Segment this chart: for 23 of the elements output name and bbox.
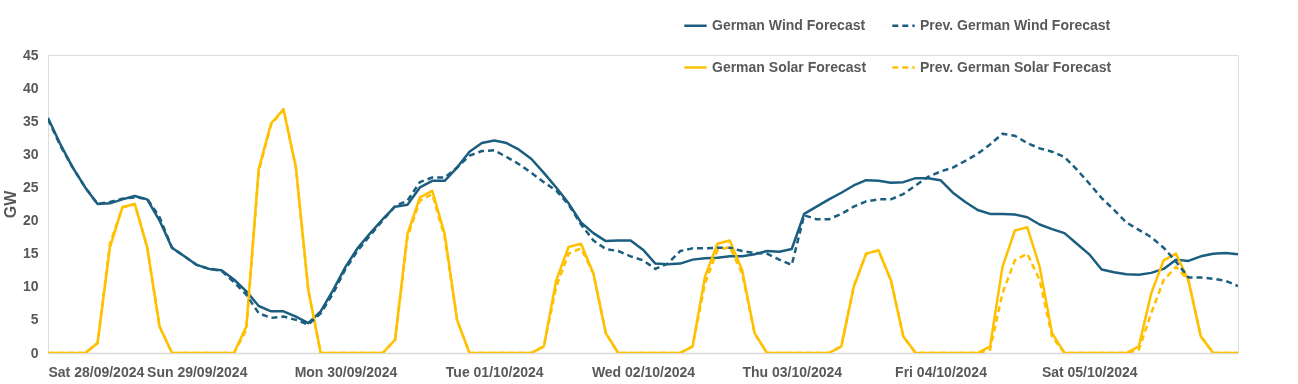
legend-label: Prev. German Wind Forecast [920,16,1111,33]
y-axis-title: GW [1,189,19,219]
x-tick-label: Sat 05/10/2024 [1041,363,1138,380]
x-tick-label: Fri 04/10/2024 [895,363,988,380]
legend-label: Prev. German Solar Forecast [920,58,1112,75]
y-tick-label: 10 [22,278,39,295]
x-tick-label: Sat 28/09/2024 [48,363,145,380]
y-tick-label: 20 [22,212,39,229]
y-tick-label: 25 [22,178,39,195]
x-tick-label: Thu 03/10/2024 [742,363,843,380]
x-tick-label: Tue 01/10/2024 [445,363,544,380]
legend-label: German Solar Forecast [712,58,867,75]
y-tick-label: 35 [22,112,39,129]
y-tick-label: 30 [22,145,39,162]
x-tick-label: Mon 30/09/2024 [294,363,398,380]
y-tick-label: 5 [30,311,39,328]
y-tick-label: 40 [22,79,39,96]
x-tick-label: Wed 02/10/2024 [591,363,696,380]
y-tick-label: 15 [22,245,39,262]
y-tick-label: 0 [30,344,39,361]
legend-label: German Wind Forecast [712,16,866,33]
y-tick-label: 45 [22,46,39,63]
x-tick-label: Sun 29/09/2024 [147,363,248,380]
